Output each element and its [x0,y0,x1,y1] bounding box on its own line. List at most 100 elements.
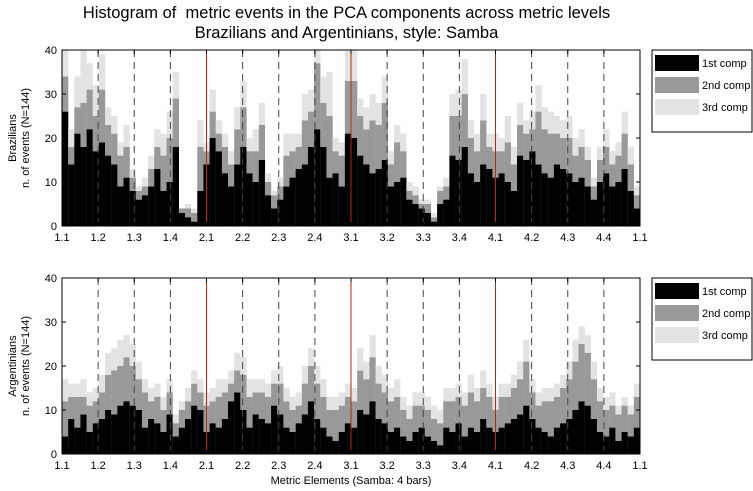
bar-3rd-comp [400,133,407,152]
bar-3rd-comp [584,146,591,160]
bar-3rd-comp [240,80,247,108]
bar-2nd-comp [154,396,161,424]
bar-2nd-comp [400,151,407,178]
bar-1st-comp [560,423,567,454]
bar-1st-comp [387,432,395,454]
bar-3rd-comp [424,396,432,410]
bar-1st-comp [160,190,167,226]
bar-3rd-comp [529,379,536,393]
bar-1st-comp [252,182,259,226]
bar-3rd-comp [535,392,542,406]
x-tick-label: 4.3 [560,232,575,244]
bar-2nd-comp [74,396,81,428]
bar-1st-comp [547,436,555,454]
bar-3rd-comp [228,151,235,165]
bar-3rd-comp [553,116,561,134]
bar-2nd-comp [504,396,512,424]
bar-2nd-comp [412,195,419,204]
bar-2nd-comp [541,129,548,174]
bar-2nd-comp [271,383,278,406]
bar-2nd-comp [596,160,604,182]
bar-1st-comp [535,427,542,454]
bar-2nd-comp [633,396,640,428]
bar-3rd-comp [375,366,382,384]
bar-1st-comp [209,138,216,226]
bar-3rd-comp [295,133,302,147]
bar-1st-comp [615,440,622,454]
bar-1st-comp [80,414,87,454]
bar-1st-comp [197,190,204,226]
bar-3rd-comp [627,405,635,415]
bar-1st-comp [590,418,598,454]
bar-3rd-comp [271,190,278,196]
bar-3rd-comp [307,348,315,366]
x-tick-label: 2.1 [199,460,214,472]
legend-label: 3rd comp [702,102,748,114]
bar-2nd-comp [197,392,204,410]
bar-1st-comp [609,186,616,226]
bar-1st-comp [301,414,309,454]
bar-3rd-comp [473,388,481,402]
bar-3rd-comp [228,370,235,384]
bar-1st-comp [480,164,487,226]
bar-3rd-comp [289,133,296,152]
bar-3rd-comp [289,396,296,410]
legend-swatch [655,55,699,71]
bar-3rd-comp [148,388,155,402]
bar-2nd-comp [172,423,179,437]
bar-3rd-comp [197,379,204,393]
bar-2nd-comp [418,405,425,428]
bar-3rd-comp [209,388,216,402]
bar-3rd-comp [105,107,112,125]
bar-1st-comp [375,418,382,454]
bar-1st-comp [283,186,290,226]
bar-3rd-comp [381,76,389,103]
bar-3rd-comp [246,379,253,397]
x-tick-label: 1.2 [90,460,105,472]
bar-3rd-comp [461,392,468,406]
bar-3rd-comp [80,379,87,397]
bar-1st-comp [111,414,118,454]
bar-1st-comp [572,182,579,226]
bar-1st-comp [98,142,106,226]
bar-3rd-comp [547,111,555,134]
bar-1st-comp [178,212,186,226]
bar-2nd-comp [566,138,573,174]
bar-2nd-comp [105,374,112,410]
bar-2nd-comp [578,344,585,402]
bar-3rd-comp [473,133,481,152]
bar-1st-comp [572,410,579,454]
bar-3rd-comp [301,366,309,384]
bar-2nd-comp [406,190,413,200]
bar-3rd-comp [283,133,290,156]
bar-3rd-comp [307,89,315,112]
bar-3rd-comp [418,392,425,406]
bar-1st-comp [486,168,493,226]
bar-3rd-comp [351,388,358,402]
bar-2nd-comp [98,89,106,143]
bar-2nd-comp [221,392,229,419]
bar-2nd-comp [129,366,136,406]
bar-2nd-comp [252,151,259,182]
bar-3rd-comp [596,388,604,402]
bar-2nd-comp [98,392,106,419]
bar-3rd-comp [351,50,358,81]
bar-2nd-comp [357,370,364,410]
bar-2nd-comp [258,124,266,160]
bar-1st-comp [191,405,198,454]
bar-1st-comp [184,418,192,454]
bar-1st-comp [68,418,75,454]
bar-1st-comp [283,427,290,454]
bar-3rd-comp [590,361,598,380]
bar-2nd-comp [430,418,438,441]
bar-2nd-comp [172,98,179,147]
bar-1st-comp [363,164,370,226]
bar-1st-comp [473,182,481,226]
bar-1st-comp [357,155,364,226]
bar-3rd-comp [504,116,512,143]
bar-1st-comp [535,164,542,226]
bar-1st-comp [424,436,432,454]
bar-2nd-comp [74,107,81,134]
x-tick-label: 4.1 [488,460,503,472]
bar-3rd-comp [406,405,413,419]
